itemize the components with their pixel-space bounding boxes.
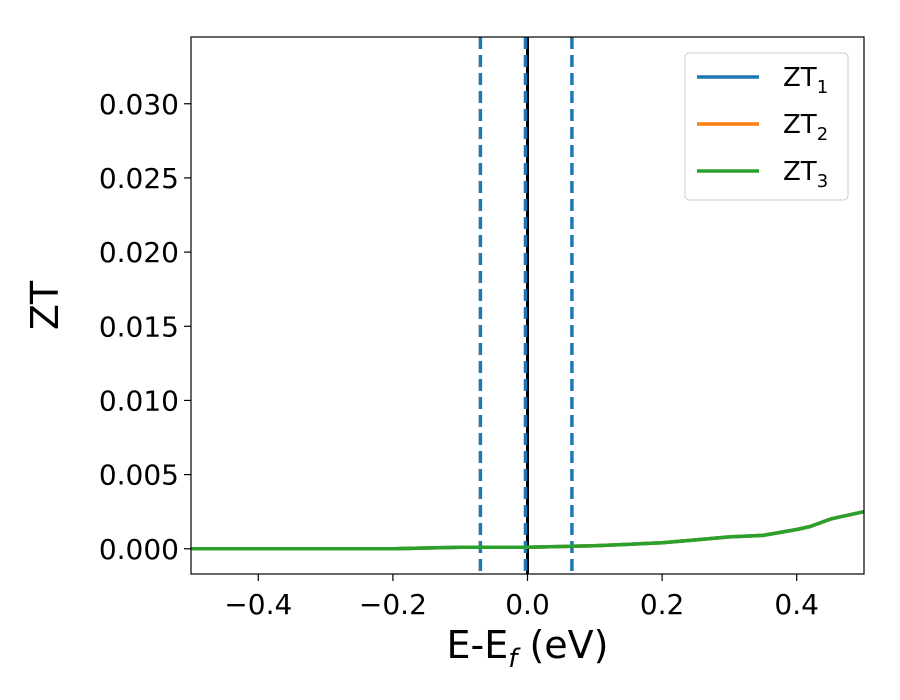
- y-tick-label: 0.025: [99, 162, 179, 195]
- series-line-zt3: [191, 509, 865, 551]
- x-tick-label: −0.2: [359, 588, 427, 621]
- x-tick-label: 0.2: [640, 588, 685, 621]
- y-tick-label: 0.000: [99, 533, 179, 566]
- y-tick-label: 0.030: [99, 88, 179, 121]
- series-lines: [191, 509, 865, 551]
- legend-label: ZT3: [783, 157, 828, 192]
- x-axis-ticks: −0.4 −0.2 0.0 0.2 0.4: [224, 574, 819, 621]
- y-tick-label: 0.020: [99, 236, 179, 269]
- legend-label: ZT1: [783, 63, 828, 98]
- y-tick-label: 0.005: [99, 459, 179, 492]
- y-axis-title: ZT: [23, 280, 67, 330]
- legend-label: ZT2: [783, 110, 828, 145]
- x-tick-label: 0.4: [774, 588, 819, 621]
- plot-frame: [190, 36, 865, 575]
- vertical-reference-lines: [478, 37, 574, 574]
- x-tick-label: −0.4: [224, 588, 292, 621]
- x-tick-label: 0.0: [505, 588, 550, 621]
- y-tick-label: 0.015: [99, 310, 179, 343]
- y-tick-label: 0.010: [99, 384, 179, 417]
- legend-box: [684, 52, 849, 201]
- x-axis-title: E-Ef (eV): [447, 623, 609, 674]
- legend: ZT1 ZT2 ZT3: [684, 52, 849, 201]
- y-axis-ticks: 0.000 0.005 0.010 0.015 0.020 0.025 0.030: [99, 88, 191, 566]
